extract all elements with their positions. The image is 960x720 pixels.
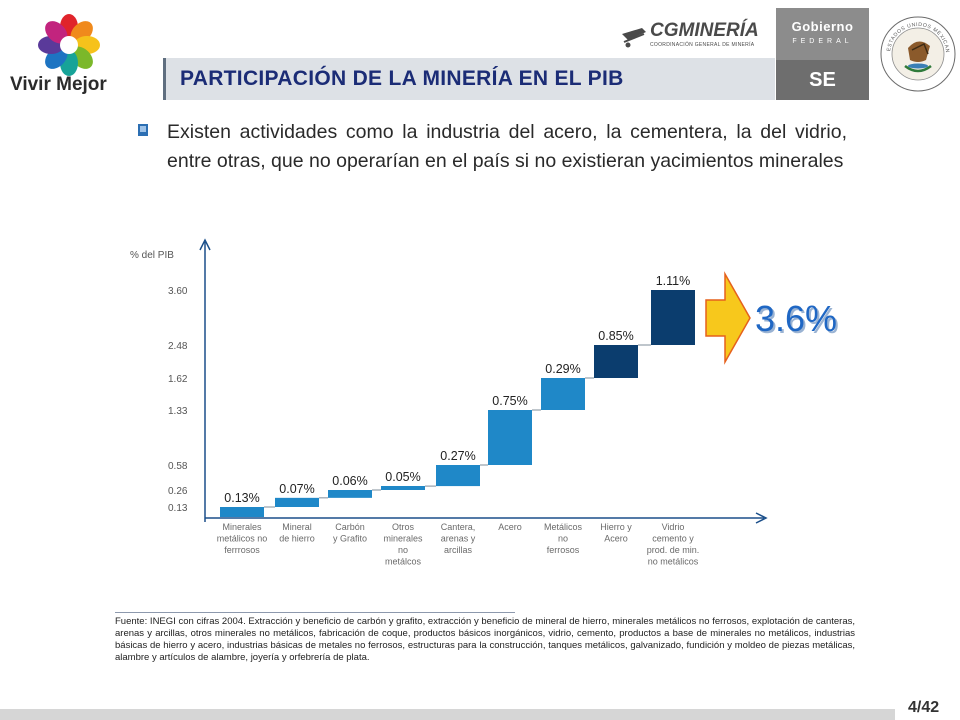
x-category-label: ferrosos — [547, 545, 580, 555]
waterfall-bar — [488, 410, 532, 465]
x-category-label: Metálicos — [544, 522, 583, 532]
bar-value-label: 0.05% — [385, 470, 420, 484]
x-category-label: Vidrio — [662, 522, 685, 532]
waterfall-bar — [651, 290, 695, 345]
se-label: SE — [809, 69, 836, 91]
x-category-label: Hierro y — [600, 522, 632, 532]
total-label: 3.6% — [755, 298, 838, 339]
x-category-label: y Grafito — [333, 534, 367, 544]
gobierno-subtitle: FEDERAL — [792, 38, 853, 45]
x-category-label: Otros — [392, 522, 415, 532]
waterfall-bar — [436, 465, 480, 487]
x-category-label: ferrrosos — [224, 545, 260, 555]
footer-bar — [0, 709, 895, 720]
waterfall-bar — [275, 497, 319, 507]
x-category-label: Carbón — [335, 522, 365, 532]
national-seal-icon: ESTADOS UNIDOS MEXICANOS — [878, 14, 956, 92]
x-category-label: de hierro — [279, 534, 315, 544]
gobierno-title: Gobierno — [791, 19, 854, 34]
y-tick-label: 0.58 — [168, 461, 188, 472]
mining-cart-icon — [622, 28, 646, 48]
x-category-label: no — [398, 545, 408, 555]
header-top-band — [163, 8, 775, 60]
vivir-mejor-logo: Vivir Mejor — [0, 0, 160, 102]
bar-value-label: 0.75% — [492, 394, 527, 408]
y-tick-label: 1.62 — [168, 374, 188, 385]
y-tick-label: 0.13 — [168, 503, 188, 514]
bar-value-label: 0.29% — [545, 362, 580, 376]
cg-mineria-logo: CGMINERÍA COORDINACIÓN GENERAL DE MINERÍ… — [620, 18, 770, 52]
x-category-label: Acero — [498, 522, 522, 532]
total-arrow-icon — [705, 271, 751, 365]
y-tick-label: 3.60 — [168, 286, 188, 297]
y-tick-label: 2.48 — [168, 341, 188, 352]
waterfall-bar — [328, 490, 372, 498]
bullet-text: Existen actividades como la industria de… — [167, 121, 847, 172]
page-number: 4/42 — [908, 699, 940, 716]
x-category-label: prod. de min. — [647, 545, 700, 555]
source-divider — [115, 612, 515, 613]
brand-logo-text: Vivir Mejor — [10, 74, 107, 95]
x-category-label: Mineral — [282, 522, 312, 532]
x-category-label: arcillas — [444, 545, 473, 555]
page-title: PARTICIPACIÓN DE LA MINERÍA EN EL PIB — [180, 67, 624, 90]
flower-logo-icon — [38, 14, 100, 76]
x-category-label: no metálicos — [648, 557, 699, 567]
waterfall-bar — [594, 345, 638, 378]
x-category-label: metálcos — [385, 557, 422, 567]
y-axis-label: % del PIB — [130, 250, 174, 261]
title-bar: PARTICIPACIÓN DE LA MINERÍA EN EL PIB — [163, 58, 775, 100]
bar-value-label: 1.11% — [656, 274, 691, 288]
cg-logo-text: CGMINERÍA — [650, 20, 759, 41]
x-category-label: Minerales — [222, 522, 262, 532]
x-category-label: minerales — [383, 534, 423, 544]
bullet-icon — [138, 124, 148, 136]
x-axis-arrow-icon — [755, 512, 768, 524]
bar-value-label: 0.07% — [279, 482, 314, 496]
se-badge: SE — [776, 60, 869, 100]
bar-value-label: 0.06% — [332, 474, 367, 488]
bar-value-label: 0.13% — [224, 491, 259, 505]
source-note: Fuente: INEGI con cifras 2004. Extracció… — [115, 616, 855, 663]
chart-svg: % del PIB 0.13 0.26 0.58 1.33 1.62 2.48 3.60 0.1… — [130, 238, 768, 567]
x-category-label: arenas y — [441, 534, 476, 544]
y-tick-label: 1.33 — [168, 406, 188, 417]
x-category-label: no — [558, 534, 568, 544]
waterfall-bar — [541, 378, 585, 410]
gobierno-federal-badge: Gobierno FEDERAL — [776, 8, 869, 60]
x-category-label: Cantera, — [441, 522, 476, 532]
bar-value-label: 0.27% — [440, 449, 475, 463]
x-category-label: Acero — [604, 534, 628, 544]
y-tick-label: 0.26 — [168, 486, 188, 497]
x-category-label: metálicos no — [217, 534, 268, 544]
waterfall-bar — [381, 486, 425, 490]
cg-logo-subtext: COORDINACIÓN GENERAL DE MINERÍA — [650, 42, 755, 48]
y-axis-arrow-icon — [199, 238, 211, 251]
waterfall-bar — [220, 507, 264, 517]
waterfall-chart: % del PIB 0.13 0.26 0.58 1.33 1.62 2.48 3.60 0.1… — [100, 232, 780, 587]
bar-value-label: 0.85% — [598, 329, 633, 343]
x-category-label: cemento y — [652, 534, 694, 544]
